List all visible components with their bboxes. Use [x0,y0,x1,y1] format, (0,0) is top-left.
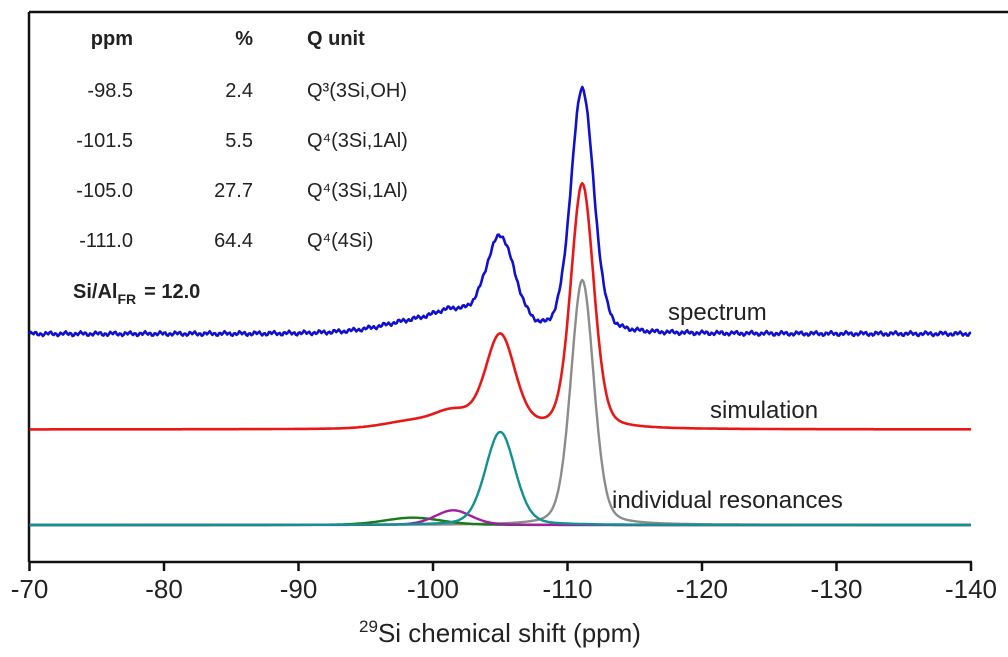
x-tick-label: -110 [542,574,592,604]
label-spectrum: spectrum [668,299,767,326]
x-tick-label: -130 [810,574,862,604]
x-tick-label: -100 [407,574,459,604]
table-cell-ppm: -101.5 [76,130,133,152]
x-tick-label: -70 [11,574,49,604]
x-tick-label: -120 [676,574,728,604]
si-al-ratio: Si/AlFR = 12.0 [73,281,200,307]
x-tick-label: -80 [145,574,183,604]
spectrum-line [28,85,972,338]
x-ticks: -70 -80 -90 -100 -110 -120 -130 -140 [11,562,997,604]
table-cell-percent: 64.4 [214,230,253,252]
table-cell-percent: 5.5 [225,130,253,152]
table-header-percent: % [235,28,253,50]
table-cell-ppm: -111.0 [79,230,133,252]
results-table: ppm % Q unit -98.5 2.4 Q³(3Si,OH) -101.5 5.5… [73,28,408,307]
table-cell-q-unit: Q⁴(3Si,1Al) [307,130,408,152]
table-cell-percent: 2.4 [225,80,253,102]
curves [28,85,972,527]
x-tick-label: -140 [945,574,997,604]
label-individual-resonances: individual resonances [612,487,843,514]
table-rows: -98.5 2.4 Q³(3Si,OH) -101.5 5.5 Q⁴(3Si,1Al) -1… [76,80,408,252]
table-header-q-unit: Q unit [307,28,365,50]
table-cell-ppm: -98.5 [87,80,133,102]
table-cell-q-unit: Q⁴(3Si,1Al) [307,180,408,202]
x-tick-label: -90 [280,574,318,604]
component-line [29,430,971,527]
table-cell-q-unit: Q⁴(4Si) [307,230,373,252]
simulation-line [29,182,971,431]
label-simulation: simulation [710,397,818,424]
table-cell-q-unit: Q³(3Si,OH) [307,80,407,102]
x-axis-title: 29Si chemical shift (ppm) [359,617,641,648]
table-cell-ppm: -105.0 [76,180,133,202]
table-cell-percent: 27.7 [214,180,253,202]
table-header-ppm: ppm [91,28,133,50]
